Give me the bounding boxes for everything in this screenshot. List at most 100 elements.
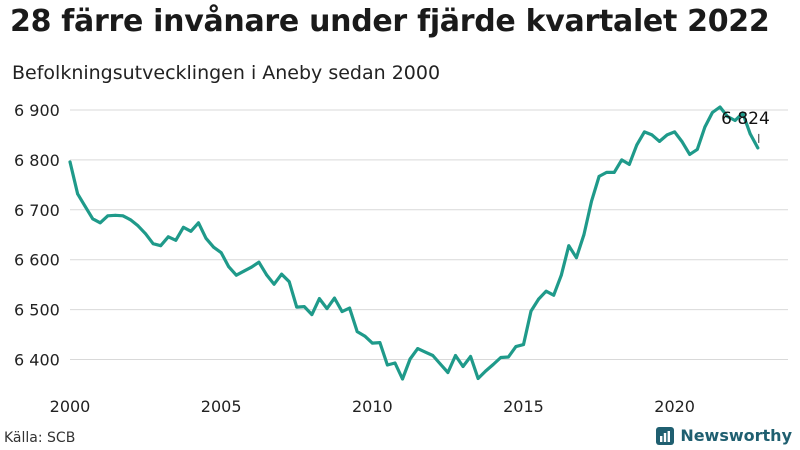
- data-point: [348, 306, 352, 310]
- data-point: [537, 297, 540, 301]
- data-point: [522, 343, 525, 346]
- data-point: [461, 365, 465, 368]
- data-point: [370, 341, 374, 345]
- data-point: [552, 293, 556, 297]
- data-point: [703, 125, 707, 129]
- data-point: [680, 140, 684, 144]
- data-point: [325, 307, 329, 311]
- data-point: [91, 217, 95, 221]
- data-point: [726, 115, 729, 118]
- data-point: [605, 170, 609, 174]
- population-line: [68, 105, 760, 381]
- data-point: [318, 297, 321, 301]
- data-point: [363, 334, 367, 338]
- y-tick-label: 6 800: [14, 151, 60, 170]
- data-point: [491, 363, 495, 366]
- data-point: [174, 238, 178, 242]
- data-point: [643, 130, 646, 134]
- x-tick-label: 2020: [654, 397, 695, 416]
- data-point: [393, 361, 397, 365]
- brand-name: Newsworthy: [680, 426, 792, 445]
- data-point: [106, 214, 110, 218]
- data-point: [590, 199, 593, 203]
- data-point: [242, 269, 246, 273]
- data-point: [121, 214, 125, 218]
- data-point: [431, 354, 435, 357]
- data-point: [386, 363, 389, 367]
- data-point: [234, 273, 238, 277]
- data-point: [408, 357, 412, 361]
- data-point: [454, 354, 457, 357]
- x-tick-label: 2005: [201, 397, 242, 416]
- data-point: [469, 355, 472, 358]
- data-point: [355, 330, 359, 333]
- data-point: [129, 218, 132, 222]
- data-point: [627, 162, 631, 166]
- y-axis-ticks: 6 400 6 500 6 600 6 700 6 800 6 900: [14, 101, 60, 370]
- source-note: Källa: SCB: [4, 430, 76, 446]
- data-point: [446, 371, 450, 374]
- data-point: [68, 160, 72, 164]
- data-point: [83, 204, 87, 208]
- data-point: [423, 350, 427, 354]
- data-point: [567, 244, 571, 248]
- data-point: [635, 143, 639, 147]
- x-axis-ticks: 2000 2005 2010 2015 2020: [50, 397, 695, 416]
- data-point: [597, 174, 601, 178]
- data-point: [559, 273, 563, 277]
- data-point: [499, 356, 503, 359]
- data-point: [113, 213, 117, 217]
- data-point: [219, 251, 223, 255]
- data-point: [197, 221, 200, 225]
- data-point: [166, 235, 170, 239]
- data-point: [756, 146, 760, 150]
- data-point: [310, 313, 314, 317]
- data-point: [295, 305, 299, 309]
- data-point: [438, 362, 442, 366]
- data-point: [189, 229, 193, 233]
- data-point: [76, 192, 79, 196]
- data-point: [257, 260, 261, 264]
- data-point: [741, 111, 745, 115]
- data-point: [544, 289, 548, 293]
- data-point: [249, 265, 253, 269]
- data-point: [665, 133, 669, 137]
- data-point: [136, 224, 140, 228]
- data-point: [650, 133, 654, 137]
- data-point: [733, 119, 737, 122]
- data-point: [151, 242, 155, 246]
- data-point: [688, 153, 692, 156]
- data-point: [514, 345, 518, 348]
- data-point: [144, 232, 147, 236]
- data-point: [748, 132, 752, 136]
- data-point: [333, 296, 336, 300]
- data-point: [340, 310, 344, 314]
- brand-logo[interactable]: Newsworthy: [656, 426, 792, 445]
- data-point: [484, 369, 488, 373]
- data-point: [574, 256, 578, 260]
- x-tick-label: 2015: [503, 397, 544, 416]
- data-point: [718, 105, 722, 109]
- data-point: [302, 305, 306, 309]
- data-point: [529, 309, 533, 313]
- data-point: [401, 377, 404, 381]
- data-points: [68, 105, 760, 381]
- data-point: [695, 148, 699, 151]
- data-point: [98, 221, 102, 225]
- gridlines: [70, 109, 788, 361]
- data-point: [287, 280, 291, 284]
- data-point: [582, 233, 586, 237]
- y-tick-label: 6 400: [14, 351, 60, 370]
- data-point: [378, 341, 382, 344]
- y-tick-label: 6 900: [14, 101, 60, 120]
- data-point: [181, 225, 185, 229]
- chart-title: 28 färre invånare under fjärde kvartalet…: [10, 4, 770, 39]
- data-point: [159, 244, 163, 248]
- x-tick-label: 2010: [352, 397, 393, 416]
- data-point: [227, 265, 231, 269]
- data-point: [272, 282, 276, 286]
- y-tick-label: 6 600: [14, 251, 60, 270]
- y-tick-label: 6 500: [14, 301, 60, 320]
- data-point: [212, 245, 216, 249]
